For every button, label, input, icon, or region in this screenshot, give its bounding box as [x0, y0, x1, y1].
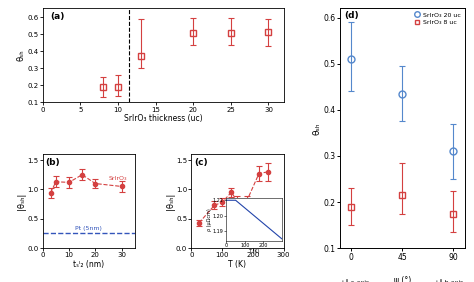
Y-axis label: |θₛₕ|: |θₛₕ| — [17, 193, 26, 210]
Y-axis label: θₛₕ: θₛₕ — [313, 122, 322, 135]
Y-axis label: θₛₕ: θₛₕ — [17, 50, 26, 61]
X-axis label: ψ (°): ψ (°) — [394, 276, 411, 282]
Text: Pt (5nm): Pt (5nm) — [75, 226, 102, 231]
X-axis label: tₛᴵ₂ (nm): tₛᴵ₂ (nm) — [73, 260, 104, 269]
X-axis label: SrIrO₃ thickness (uc): SrIrO₃ thickness (uc) — [124, 114, 202, 123]
Text: (d): (d) — [344, 11, 358, 20]
Text: jₑ∥ a-axis: jₑ∥ a-axis — [341, 279, 369, 282]
Text: SrIrO₃: SrIrO₃ — [109, 175, 128, 180]
Text: jₑ∥ b-axis: jₑ∥ b-axis — [436, 279, 464, 282]
Text: (b): (b) — [46, 158, 60, 167]
X-axis label: T (K): T (K) — [228, 260, 246, 269]
Y-axis label: |θₛₕ|: |θₛₕ| — [165, 193, 174, 210]
Legend: SrIrO₃ 20 uc, SrIrO₃ 8 uc: SrIrO₃ 20 uc, SrIrO₃ 8 uc — [410, 10, 463, 27]
Text: (c): (c) — [194, 158, 208, 167]
Text: (a): (a) — [50, 12, 64, 21]
